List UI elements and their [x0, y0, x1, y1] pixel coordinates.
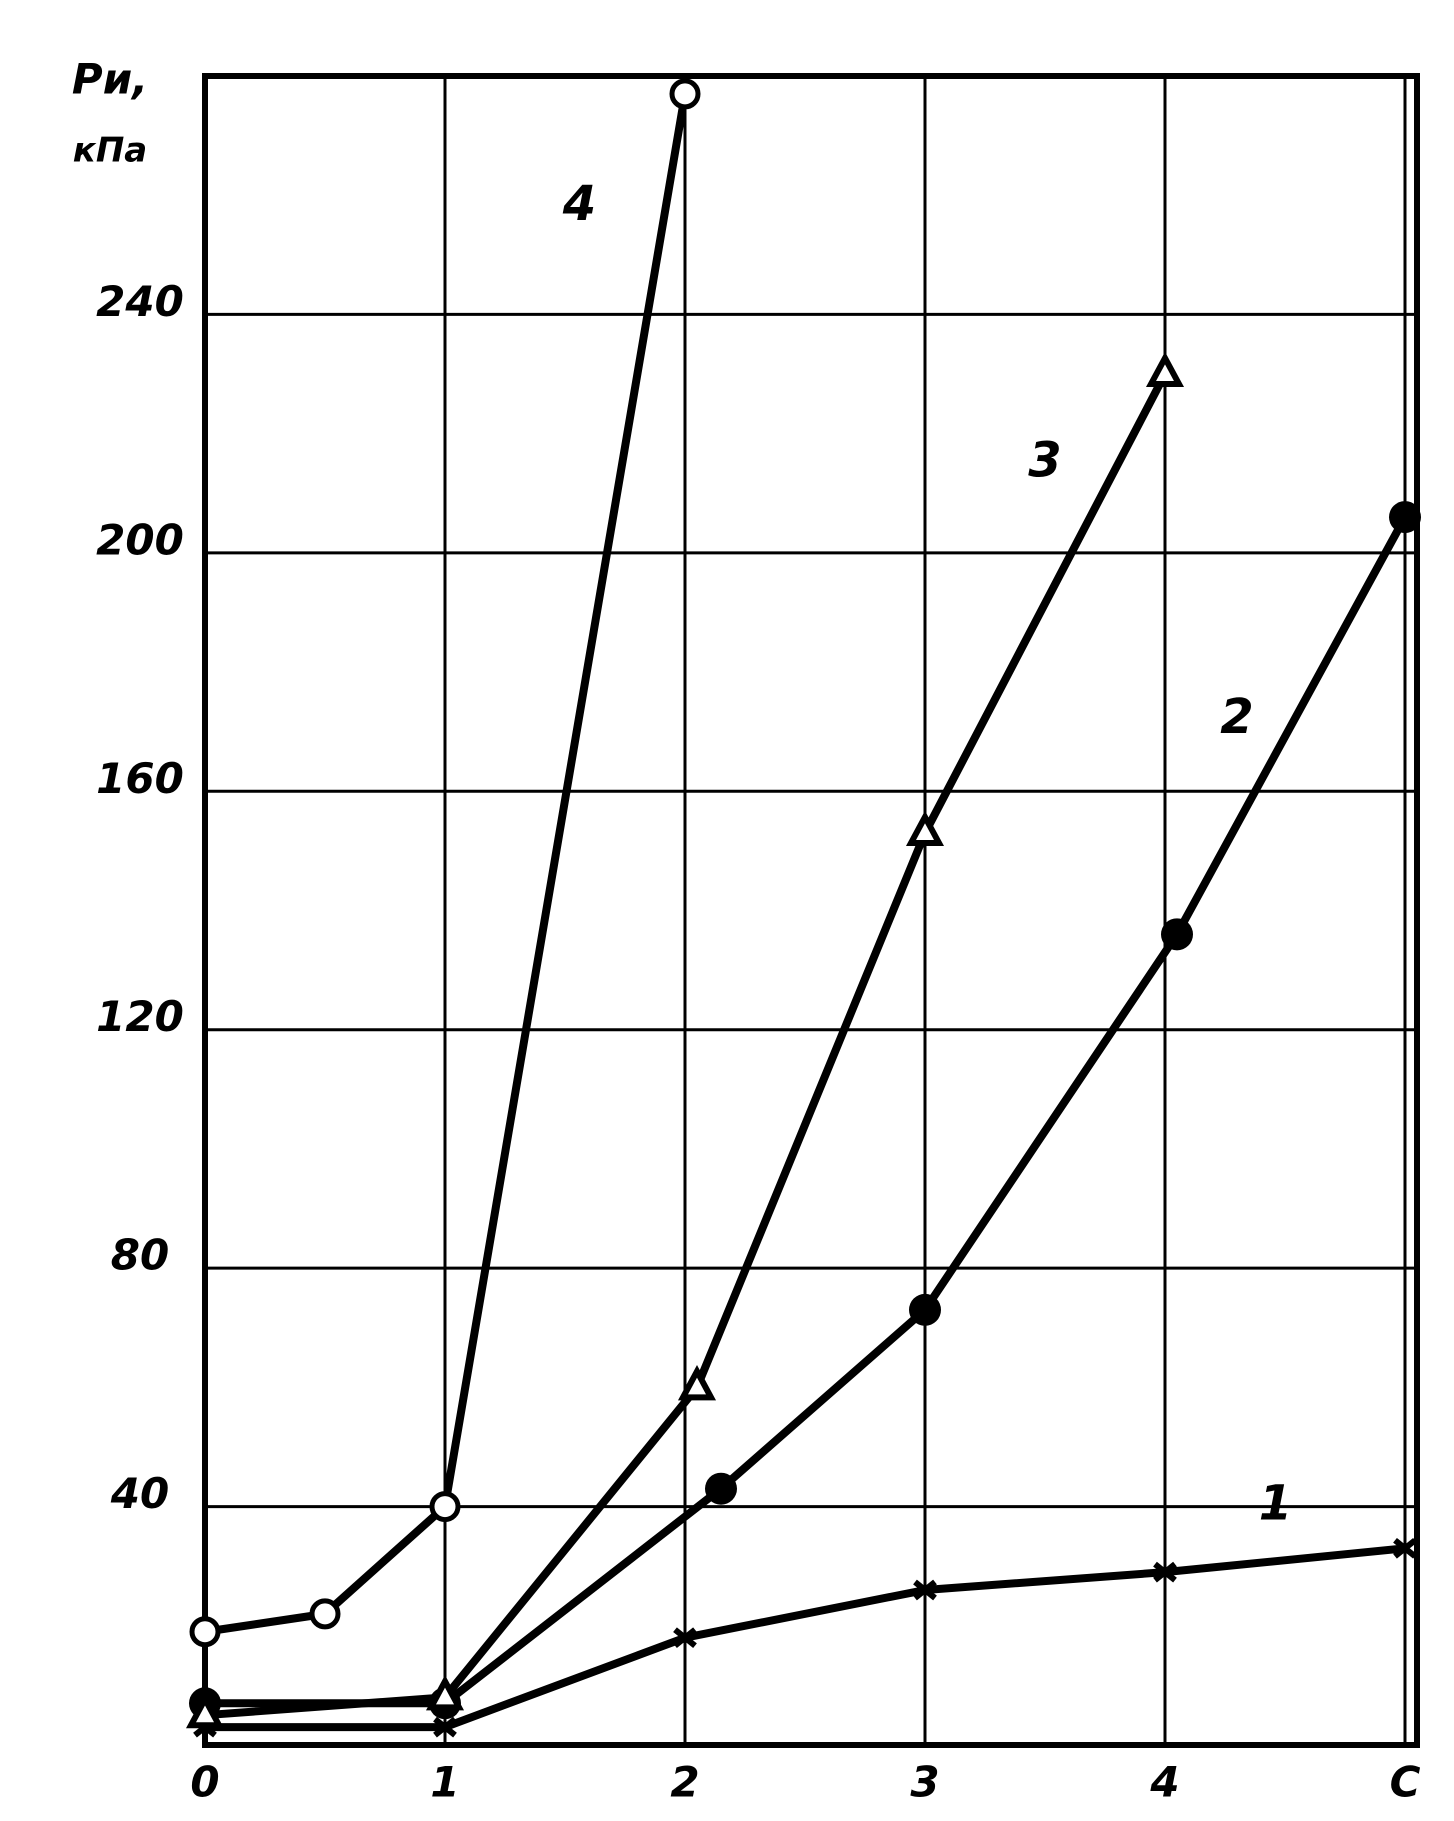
x-tick-label: 3 [910, 1758, 939, 1807]
data-point [905, 810, 945, 847]
x-tick-label: C [1390, 1758, 1421, 1807]
data-point [909, 1293, 941, 1326]
data-point [1161, 918, 1193, 951]
y-tick-label: 80 [111, 1231, 169, 1280]
y-tick-label: 240 [96, 277, 184, 326]
series-line [205, 1544, 1406, 1732]
data-point [705, 1472, 737, 1505]
x-tick-label: 2 [670, 1758, 699, 1807]
data-point [1389, 501, 1421, 534]
y-tick-label: 40 [110, 1469, 169, 1518]
data-point [677, 1365, 717, 1401]
data-point [433, 1716, 457, 1738]
data-point [669, 78, 701, 110]
data-point [309, 1598, 341, 1630]
x-tick-label: 1 [430, 1758, 459, 1807]
y-tick-label: 160 [96, 754, 184, 803]
series-label: 4 [562, 176, 596, 232]
y-axis-label: Pи, [72, 55, 148, 104]
data-point [673, 1627, 697, 1649]
series-line [204, 93, 689, 1636]
data-point [429, 1491, 461, 1523]
y-axis-unit: кПа [73, 131, 147, 171]
series-label: 3 [1028, 432, 1061, 488]
data-point [189, 1616, 221, 1648]
x-tick-label: 4 [1149, 1758, 1179, 1807]
series-label: 1 [1259, 1476, 1292, 1532]
data-point [913, 1579, 937, 1601]
plot-frame [202, 73, 1420, 1748]
data-point [425, 1674, 465, 1711]
data-point [1145, 351, 1185, 388]
data-point [185, 1692, 225, 1729]
series-label: 2 [1220, 689, 1253, 745]
y-tick-label: 120 [96, 992, 184, 1041]
data-point [1153, 1561, 1177, 1583]
data-point [1393, 1537, 1417, 1559]
y-tick-label: 200 [96, 515, 184, 564]
x-tick-label: 0 [190, 1758, 219, 1807]
